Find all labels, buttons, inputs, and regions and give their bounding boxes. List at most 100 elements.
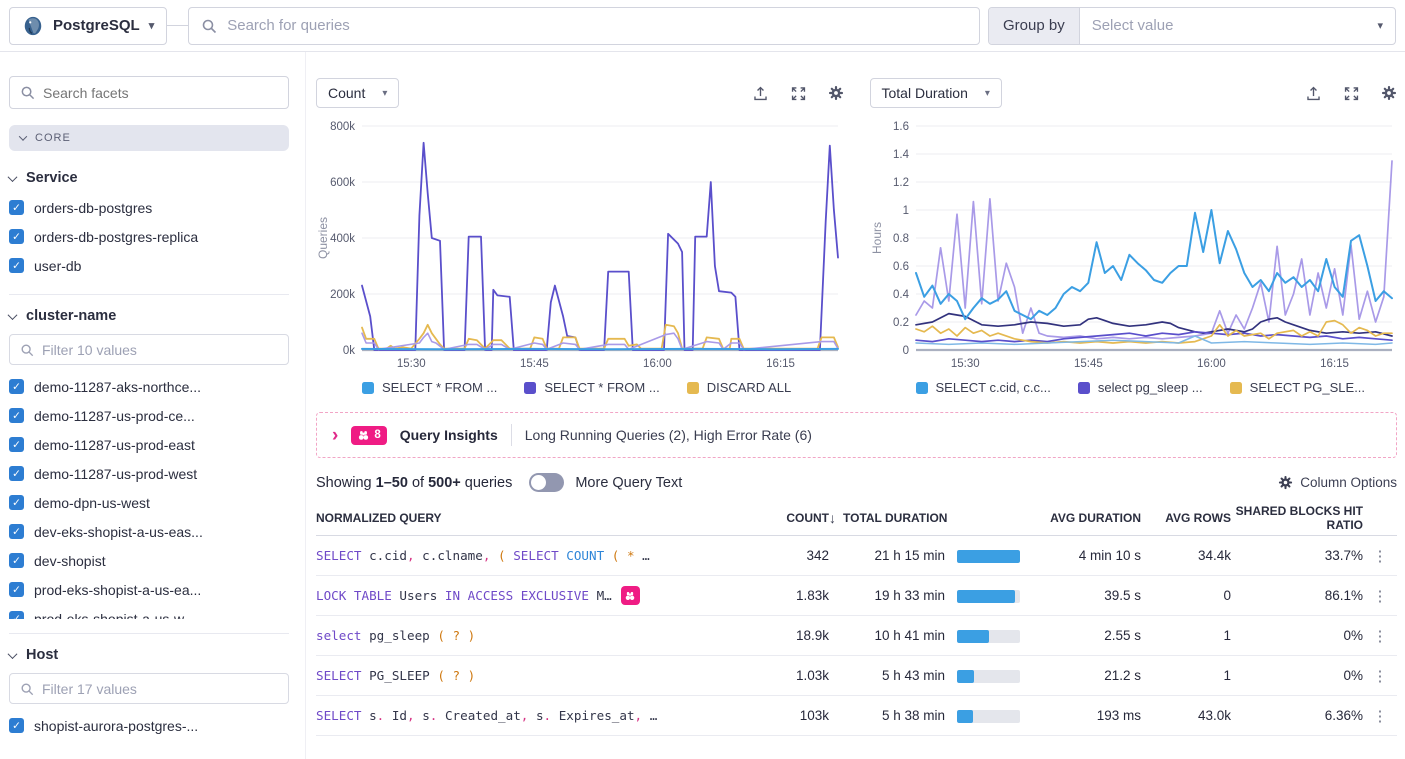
facet-checkbox-item[interactable]: ✓ orders-db-postgres-replica (9, 222, 289, 251)
facet-filter[interactable] (9, 673, 289, 704)
legend-item[interactable]: DISCARD ALL (686, 380, 791, 395)
query-cell[interactable]: SELECT c.cid, c.clname, ( SELECT COUNT (… (316, 548, 650, 563)
facet-checkbox-item[interactable]: ✓ user-db (9, 251, 289, 280)
query-cell[interactable]: SELECT PG_SLEEP ( ? ) (316, 668, 476, 683)
avg-rows-cell: 34.4k (1197, 548, 1231, 563)
duration-timeseries-chart[interactable]: 0 0.2 0.4 0.6 0.8 1 1.2 1.4 1.6 15:30 15:45 16:00 16… (870, 116, 1397, 374)
metric-select-duration[interactable]: Total Duration ▾ (869, 78, 1002, 108)
col-count[interactable]: COUNT (786, 510, 829, 525)
legend-item[interactable]: SELECT * FROM ... (362, 380, 497, 395)
facet-checkbox-item[interactable]: ✓ shopist-aurora-postgres-... (9, 711, 289, 740)
checkbox-checked-icon[interactable]: ✓ (9, 258, 24, 273)
query-search-input[interactable] (227, 17, 967, 34)
checkbox-checked-icon[interactable]: ✓ (9, 408, 24, 423)
search-icon (21, 86, 35, 100)
checkbox-checked-icon[interactable]: ✓ (9, 611, 24, 619)
export-icon[interactable] (1305, 85, 1322, 102)
checkbox-checked-icon[interactable]: ✓ (9, 495, 24, 510)
facet-checkbox-item[interactable]: ✓ dev-eks-shopist-a-us-eas... (9, 517, 289, 546)
col-shared-blocks-hit-ratio[interactable]: SHARED BLOCKS HIT RATIO (1235, 503, 1363, 532)
legend-item[interactable]: SELECT PG_SLE... (1229, 380, 1365, 395)
col-normalized-query[interactable]: NORMALIZED QUERY (316, 510, 442, 525)
row-menu-button[interactable]: ⋮ (1372, 667, 1388, 685)
checkbox-checked-icon[interactable]: ✓ (9, 466, 24, 481)
total-duration-cell: 19 h 33 min (874, 588, 945, 603)
metric-select-label: Total Duration (881, 85, 968, 101)
query-insights-banner[interactable]: › 8 Query Insights Long Running Queries … (316, 412, 1397, 458)
query-search[interactable] (188, 6, 980, 45)
row-menu-button[interactable]: ⋮ (1372, 627, 1388, 645)
more-query-text-label: More Query Text (575, 474, 683, 491)
count-cell: 342 (806, 548, 829, 563)
facet-search[interactable] (9, 76, 289, 109)
svg-text:0.2: 0.2 (893, 317, 909, 329)
checkbox-checked-icon[interactable]: ✓ (9, 524, 24, 539)
query-cell[interactable]: SELECT s. Id, s. Created_at, s. Expires_… (316, 708, 658, 723)
facet-value-label: dev-shopist (34, 552, 106, 569)
facet-checkbox-item[interactable]: ✓ orders-db-postgres (9, 193, 289, 222)
facet-checkbox-item[interactable]: ✓ demo-11287-aks-northce... (9, 372, 289, 401)
legend-item[interactable]: SELECT * FROM ... (524, 380, 660, 395)
facet-group-header[interactable]: cluster-name (7, 308, 289, 324)
table-row[interactable]: SELECT s. Id, s. Created_at, s. Expires_… (316, 696, 1397, 736)
facet-checkbox-item[interactable]: ✓ demo-11287-us-prod-west (9, 459, 289, 488)
group-by-placeholder: Select value (1091, 17, 1174, 34)
row-menu-button[interactable]: ⋮ (1372, 587, 1388, 605)
export-icon[interactable] (752, 85, 769, 102)
legend-item[interactable]: SELECT c.cid, c.c... (915, 380, 1051, 395)
gear-icon[interactable] (1381, 85, 1397, 101)
checkbox-checked-icon[interactable]: ✓ (9, 718, 24, 733)
checkbox-checked-icon[interactable]: ✓ (9, 200, 24, 215)
row-menu-button[interactable]: ⋮ (1372, 547, 1388, 565)
column-options-button[interactable]: Column Options (1278, 475, 1397, 490)
table-row[interactable]: LOCK TABLE Users IN ACCESS EXCLUSIVE M… … (316, 576, 1397, 616)
checkbox-checked-icon[interactable]: ✓ (9, 229, 24, 244)
facet-checkbox-item[interactable]: ✓ dev-shopist (9, 546, 289, 575)
query-insight-badge[interactable] (620, 586, 640, 605)
fullscreen-icon[interactable] (1343, 85, 1360, 102)
col-avg-rows[interactable]: AVG ROWS (1165, 510, 1231, 525)
checkbox-checked-icon[interactable]: ✓ (9, 553, 24, 568)
facet-filter-input[interactable] (42, 680, 278, 697)
group-by-select[interactable]: Select value ▾ (1080, 8, 1395, 44)
facet-group-header[interactable]: Host (7, 647, 289, 663)
facet-group-header[interactable]: Service (7, 170, 289, 186)
gear-icon[interactable] (828, 85, 844, 101)
query-table-body: SELECT c.cid, c.clname, ( SELECT COUNT (… (316, 536, 1397, 736)
col-avg-duration[interactable]: AVG DURATION (1050, 510, 1141, 525)
facet-checkbox-item[interactable]: ✓ prod-eks-shopist-a-us-ea... (9, 575, 289, 604)
table-row[interactable]: select pg_sleep ( ? ) 18.9k 10 h 41 min … (316, 616, 1397, 656)
svg-text:0: 0 (902, 345, 908, 357)
metric-select-count[interactable]: Count ▾ (316, 78, 400, 108)
col-total-duration[interactable]: ↓ TOTAL DURATION (829, 509, 948, 526)
facet-search-input[interactable] (43, 84, 278, 101)
facet-checkbox-item[interactable]: ✓ demo-11287-us-prod-east (9, 430, 289, 459)
fullscreen-icon[interactable] (790, 85, 807, 102)
table-row[interactable]: SELECT c.cid, c.clname, ( SELECT COUNT (… (316, 536, 1397, 576)
svg-text:Queries: Queries (316, 217, 330, 259)
checkbox-checked-icon[interactable]: ✓ (9, 379, 24, 394)
legend-item[interactable]: select pg_sleep ... (1077, 380, 1203, 395)
svg-text:0.6: 0.6 (893, 261, 909, 273)
table-row[interactable]: SELECT PG_SLEEP ( ? ) 1.03k 5 h 43 min 2… (316, 656, 1397, 696)
legend-label: SELECT * FROM ... (544, 380, 660, 395)
facet-group-title: cluster-name (26, 308, 117, 324)
facet-filter[interactable] (9, 334, 289, 365)
query-cell[interactable]: select pg_sleep ( ? ) (316, 628, 476, 643)
database-type-select[interactable]: PostgreSQL ▾ (9, 6, 168, 45)
checkbox-checked-icon[interactable]: ✓ (9, 437, 24, 452)
facet-checkbox-item[interactable]: ✓ demo-11287-us-prod-ce... (9, 401, 289, 430)
legend-label: select pg_sleep ... (1097, 380, 1203, 395)
more-query-text-toggle[interactable] (529, 473, 565, 492)
facet-group: cluster-name ✓ demo-11287-aks-northce...… (7, 294, 289, 619)
facet-checkbox-item[interactable]: ✓ demo-dpn-us-west (9, 488, 289, 517)
count-timeseries-chart[interactable]: 0k 200k 400k 600k 800k 15:30 15:45 16:00 16:15 Qu… (316, 116, 843, 374)
facet-checkbox-item[interactable]: ✓ prod-eks-shopist-a-us-w (9, 604, 289, 619)
query-cell[interactable]: LOCK TABLE Users IN ACCESS EXCLUSIVE M… (316, 586, 765, 605)
facet-group: Service ✓ orders-db-postgres ✓ orders-db… (7, 165, 289, 280)
row-menu-button[interactable]: ⋮ (1372, 707, 1388, 725)
checkbox-checked-icon[interactable]: ✓ (9, 582, 24, 597)
facet-filter-input[interactable] (42, 341, 278, 358)
core-section-header[interactable]: CORE (9, 125, 289, 151)
hit-ratio-cell: 33.7% (1324, 548, 1363, 563)
